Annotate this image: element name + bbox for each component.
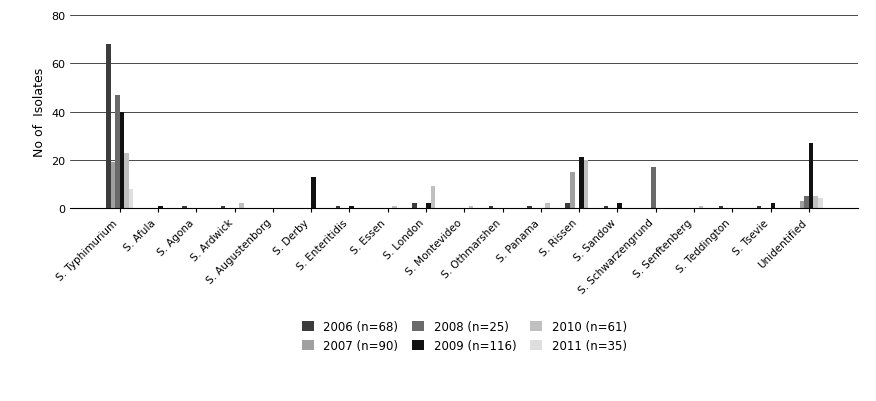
Bar (814, 196, 818, 209)
Bar (546, 204, 550, 209)
Bar (565, 204, 570, 209)
Bar (124, 153, 129, 209)
Bar (120, 112, 124, 209)
Bar (809, 144, 814, 209)
Bar (426, 204, 431, 209)
Bar (618, 204, 622, 209)
Bar (771, 204, 775, 209)
Bar (392, 206, 397, 209)
Bar (239, 204, 244, 209)
Bar (583, 160, 589, 209)
Bar (110, 163, 115, 209)
Bar (106, 45, 110, 209)
Bar (818, 199, 823, 209)
Bar (527, 206, 532, 209)
Bar (350, 206, 354, 209)
Y-axis label: No of  Isolates: No of Isolates (32, 68, 46, 157)
Bar (311, 177, 315, 209)
Bar (604, 206, 608, 209)
Bar (757, 206, 761, 209)
Bar (469, 206, 473, 209)
Bar (158, 206, 163, 209)
Bar (413, 204, 417, 209)
Bar (221, 206, 225, 209)
Bar (129, 189, 133, 209)
Bar (718, 206, 723, 209)
Bar (115, 95, 120, 209)
Bar (579, 158, 583, 209)
Bar (336, 206, 340, 209)
Legend: 2006 (n=68), 2007 (n=90), 2008 (n=25), 2009 (n=116), 2010 (n=61), 2011 (n=35): 2006 (n=68), 2007 (n=90), 2008 (n=25), 2… (302, 320, 626, 352)
Bar (570, 172, 575, 209)
Bar (651, 168, 656, 209)
Bar (431, 187, 435, 209)
Bar (800, 201, 804, 209)
Bar (182, 206, 187, 209)
Bar (804, 196, 809, 209)
Bar (698, 206, 703, 209)
Bar (489, 206, 493, 209)
